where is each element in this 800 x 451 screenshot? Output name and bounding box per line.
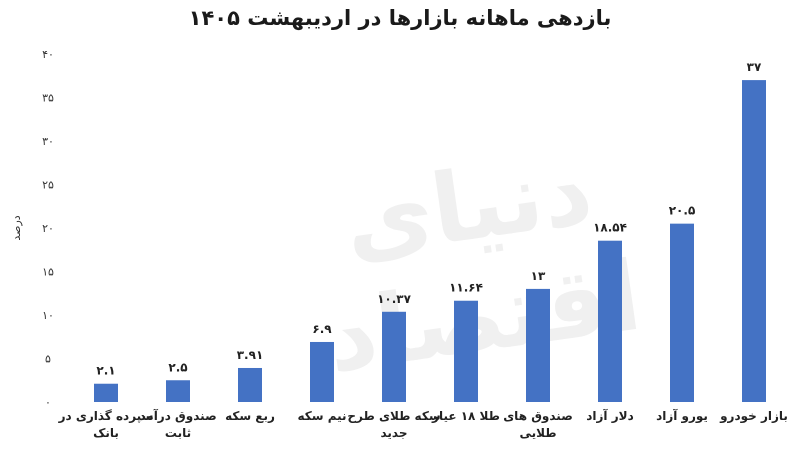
x-tick-label: دلار آزاد bbox=[586, 408, 633, 423]
chart-title: بازدهی ماهانه بازارها در اردیبهشت ۱۴۰۵ bbox=[188, 6, 612, 30]
data-label: ۶.۹ bbox=[312, 322, 332, 336]
y-tick-label: ۲۵ bbox=[42, 179, 54, 192]
x-tick-label: صندوق های bbox=[503, 409, 573, 424]
y-tick-label: ۰ bbox=[45, 396, 51, 409]
data-label: ۱۳ bbox=[531, 269, 546, 283]
y-tick-label: ۱۰ bbox=[42, 309, 54, 322]
y-tick-label: ۵ bbox=[45, 353, 51, 366]
data-label: ۲.۵ bbox=[168, 360, 187, 374]
y-tick-label: ۳۵ bbox=[42, 92, 54, 105]
bar bbox=[238, 367, 262, 402]
bar bbox=[526, 288, 550, 402]
data-label: ۱۱.۶۴ bbox=[449, 281, 483, 295]
bar bbox=[742, 80, 766, 402]
bar bbox=[310, 341, 334, 402]
y-tick-label: ۱۵ bbox=[42, 266, 54, 279]
x-tick-label: نیم سکه bbox=[297, 409, 346, 423]
x-tick-label: بانک bbox=[93, 426, 119, 440]
bar bbox=[382, 311, 406, 402]
x-tick-label: ربع سکه bbox=[225, 409, 275, 423]
y-tick-label: ۴۰ bbox=[42, 48, 54, 61]
x-tick-label: بازار خودرو bbox=[719, 409, 788, 424]
y-axis-label: درصد bbox=[10, 215, 23, 240]
y-tick-label: ۳۰ bbox=[42, 135, 54, 148]
data-label: ۲.۱ bbox=[96, 364, 115, 378]
x-tick-label: ثابت bbox=[165, 426, 191, 440]
x-tick-label: جدید bbox=[380, 426, 407, 440]
x-tick-label: سپرده گذاری در bbox=[58, 409, 154, 423]
x-tick-label: یورو آزاد bbox=[656, 408, 708, 424]
bar bbox=[94, 383, 118, 402]
data-label: ۳.۹۱ bbox=[237, 348, 264, 362]
data-label: ۲۰.۵ bbox=[669, 204, 696, 218]
bar bbox=[166, 380, 190, 402]
data-label: ۱۰.۳۷ bbox=[377, 292, 412, 306]
data-label: ۳۷ bbox=[747, 60, 762, 74]
bar bbox=[670, 223, 694, 402]
data-label: ۱۸.۵۴ bbox=[593, 221, 627, 235]
x-tick-label: طلایی bbox=[519, 426, 556, 440]
x-tick-label: سکه طلای طرح bbox=[347, 409, 440, 423]
x-tick-label: صندوق درآمد bbox=[139, 408, 216, 424]
x-tick-label: طلا ۱۸ عیار bbox=[431, 409, 500, 423]
bar bbox=[454, 300, 478, 402]
y-tick-label: ۲۰ bbox=[42, 222, 54, 235]
bar bbox=[598, 240, 622, 402]
